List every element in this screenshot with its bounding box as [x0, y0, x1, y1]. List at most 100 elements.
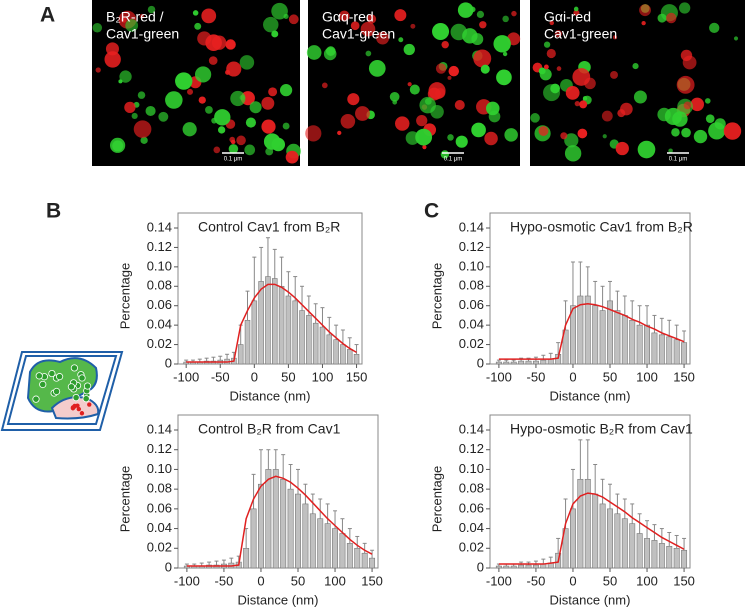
x-tick-label: 150 [673, 369, 695, 384]
green-spot [679, 2, 691, 14]
red-spot [226, 61, 242, 77]
bar [681, 342, 688, 365]
panel-label: A [40, 4, 55, 27]
bar [353, 353, 360, 365]
bar [285, 295, 292, 365]
dot [67, 383, 76, 391]
green-spot [538, 67, 546, 75]
red-spot [394, 9, 407, 22]
green-spot [480, 64, 490, 74]
bar [644, 324, 651, 365]
bar [332, 528, 339, 569]
red-spot [554, 30, 563, 38]
bar [295, 493, 301, 569]
bar [495, 565, 502, 569]
red-spot [511, 10, 517, 17]
y-axis-label: Percentage [429, 263, 444, 330]
dot [72, 394, 80, 402]
bar [621, 315, 628, 365]
red-spot [305, 125, 322, 142]
green-spot [471, 122, 486, 138]
green-spot [455, 135, 468, 148]
red-spot [565, 85, 580, 100]
green-spot [704, 98, 711, 104]
red-spot [104, 51, 121, 68]
y-axis-label: Percentage [429, 466, 444, 533]
green-spot [398, 37, 404, 43]
panel-label: C [424, 200, 439, 223]
y-tick-label: 0.02 [459, 336, 484, 351]
y-tick-label: 0 [165, 355, 172, 370]
y-tick-label: 0.08 [459, 278, 484, 293]
x-tick-label: 0 [569, 573, 576, 588]
green-spot [476, 10, 485, 19]
green-spot [602, 134, 607, 139]
green-spot [271, 137, 286, 152]
red-spot [538, 126, 549, 136]
image-label: Gαq-red [322, 9, 374, 25]
red-spot [577, 128, 588, 139]
red-spot [394, 116, 410, 131]
x-tick-label: -50 [211, 369, 230, 384]
green-spot [214, 109, 231, 126]
x-axis-label: Distance (nm) [550, 388, 631, 403]
y-tick-label: 0.12 [147, 239, 172, 254]
red-spot [447, 75, 452, 80]
dot [52, 387, 61, 396]
bar [532, 564, 539, 569]
bar [237, 344, 244, 365]
bar [577, 478, 584, 569]
green-spot [672, 111, 688, 127]
dot [79, 411, 85, 416]
image-label: B₂R-red / [106, 9, 164, 25]
y-tick-label: 0.06 [459, 500, 484, 515]
green-spot [657, 13, 667, 23]
red-spot [338, 10, 350, 22]
green-spot [217, 126, 226, 134]
red-spot [340, 114, 356, 129]
red-spot [347, 93, 360, 106]
bar [339, 533, 346, 569]
green-spot [205, 106, 213, 114]
green-spot [389, 91, 400, 102]
red-spot [574, 101, 580, 107]
panel-label: B [46, 200, 61, 223]
green-spot [432, 23, 450, 41]
bar [629, 523, 636, 569]
x-axis-label: Distance (nm) [550, 592, 631, 607]
y-tick-label: 0.08 [147, 278, 172, 293]
bar [651, 332, 658, 365]
green-spot [325, 46, 336, 56]
y-tick-label: 0.04 [459, 520, 484, 535]
bar [525, 564, 532, 569]
green-spot [419, 96, 436, 114]
green-spot [530, 113, 540, 123]
bar [340, 344, 346, 365]
x-tick-label: 50 [603, 573, 617, 588]
fit-curve [186, 283, 357, 363]
green-spot [403, 43, 415, 56]
green-spot [733, 36, 739, 41]
bar [592, 305, 599, 365]
chart-title: Control B₂R from Cav1 [198, 421, 341, 437]
green-spot [573, 6, 579, 12]
red-spot [407, 82, 412, 87]
bar [599, 503, 606, 569]
bar [250, 508, 257, 569]
red-spot [133, 120, 152, 138]
bar [346, 543, 353, 569]
red-spot [422, 145, 427, 150]
bar [280, 478, 287, 569]
green-spot [493, 35, 511, 53]
red-spot [543, 64, 549, 70]
dot [35, 372, 43, 380]
green-spot [496, 69, 512, 86]
red-spot [601, 110, 613, 122]
red-spot [285, 150, 299, 164]
bar [319, 326, 326, 365]
red-spot [579, 100, 588, 109]
green-spot [681, 127, 691, 138]
green-spot [239, 55, 255, 70]
red-spot [121, 17, 127, 23]
red-spot [95, 67, 101, 73]
